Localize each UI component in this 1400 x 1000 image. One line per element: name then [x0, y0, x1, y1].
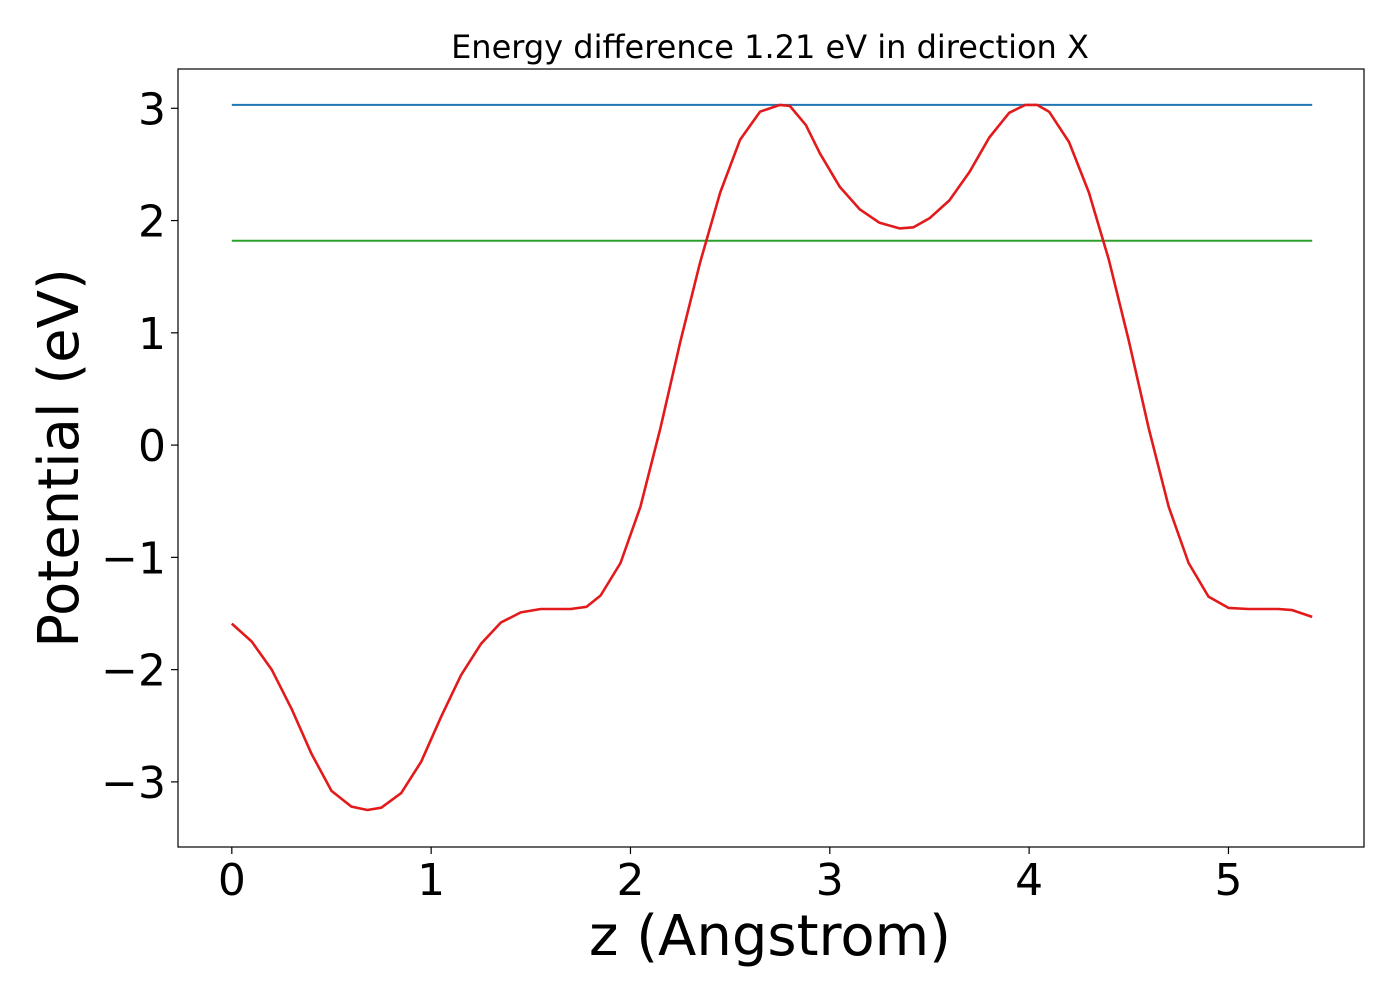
- y-tick-label: 1: [138, 309, 166, 360]
- x-tick-label: 1: [417, 855, 445, 906]
- y-axis-ticks: −3 −2 −1 0 1 2 3: [101, 84, 178, 809]
- series-layer: [230, 103, 1313, 812]
- y-tick-label: −2: [101, 646, 166, 697]
- x-tick-label: 3: [816, 855, 844, 906]
- x-tick-label: 0: [218, 855, 246, 906]
- y-tick-label: 2: [138, 197, 166, 248]
- x-axis-ticks: 0 1 2 3 4 5: [218, 847, 1242, 906]
- x-tick-label: 4: [1015, 855, 1043, 906]
- y-tick-label: −3: [101, 758, 166, 809]
- plot-frame: [177, 68, 1365, 848]
- y-axis-label: Potential (eV): [27, 268, 92, 648]
- x-tick-label: 5: [1214, 855, 1242, 906]
- x-tick-label: 2: [616, 855, 644, 906]
- y-tick-label: 0: [138, 421, 166, 472]
- y-tick-label: −1: [101, 533, 166, 584]
- chart-title: Energy difference 1.21 eV in direction X: [451, 28, 1089, 66]
- y-tick-label: 3: [138, 84, 166, 135]
- x-axis-label: z (Angstrom): [589, 904, 951, 969]
- series-line-2: [230, 103, 1313, 812]
